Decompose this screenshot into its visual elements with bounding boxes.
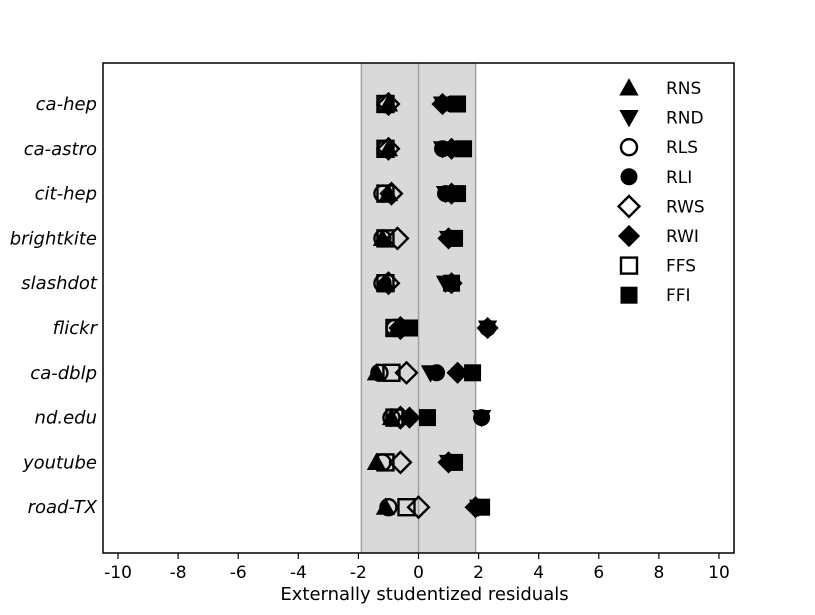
legend-marker-rws [616,194,642,219]
data-point-ffs [382,363,401,382]
data-point-rws [376,91,401,117]
legend-marker-rls [619,137,639,157]
data-point-rws [379,181,404,206]
legend-marker-rnd [619,110,639,128]
category-label: nd.edu [35,408,97,429]
data-point-ffs [385,408,404,427]
data-point-rls [370,363,389,382]
data-point-rws [376,136,401,161]
data-point-rli [428,364,446,382]
data-point-ffi [464,364,482,382]
data-point-rls [379,498,398,517]
legend-label: RWS [666,197,705,217]
category-label: cit-hep [35,184,97,205]
x-tick-label: -4 [290,563,307,583]
data-point-rws [406,495,431,520]
category-label: youtube [22,452,97,473]
x-axis-title: Externally studentized residuals [280,584,568,605]
data-point-ffi [449,95,467,113]
legend-marker-rli [620,168,638,186]
legend-label: RLS [666,138,698,158]
legend: RNS RND RLS RLI RWS RWI FFS FFI [616,78,705,306]
data-point-ffi [400,319,418,337]
x-tick-label: 0 [413,563,424,583]
data-point-rws [385,226,410,251]
category-label: slashdot [21,273,98,294]
data-point-ffs [376,274,395,293]
legend-label: FFI [666,286,691,306]
data-point-ffs [376,94,395,114]
data-point-ffi [449,185,467,203]
data-point-ffi [419,409,437,427]
x-tick-label: 10 [708,563,730,583]
data-point-ffi [455,140,473,158]
legend-marker-rns [619,78,639,96]
legend-label: RLI [666,168,692,188]
data-point-ffs [397,498,416,517]
legend-marker-ffs [619,256,639,275]
data-point-rwi [476,316,499,340]
data-point-rws [376,271,401,296]
data-point-ffi [446,453,464,471]
x-tick-label: -6 [230,563,247,583]
x-tick-label: 8 [653,563,664,583]
data-point-ffi [473,498,491,516]
data-point-ffs [376,229,395,248]
data-point-ffi [443,274,461,292]
category-label: ca-astro [24,139,97,160]
category-label: brightkite [10,228,97,249]
legend-marker-ffi [620,286,638,304]
x-tick-label: -8 [170,563,187,583]
category-label: flickr [53,318,99,339]
category-label: ca-dblp [30,363,97,384]
legend-label: RNS [666,79,701,99]
data-point-ffs [376,139,395,159]
x-tick-label: 2 [473,563,484,583]
legend-label: RND [666,109,704,129]
x-tick-label: 4 [533,563,544,583]
category-label: road-TX [28,497,98,518]
data-point-ffi [446,229,464,247]
category-label: ca-hep [36,94,97,115]
legend-label: FFS [666,257,696,277]
x-tick-label: 6 [593,563,604,583]
x-tick-label: -2 [350,563,367,583]
data-point-ffs [376,453,395,472]
data-point-ffs [376,184,395,203]
data-point-rli [473,409,491,427]
legend-marker-rwi [617,224,641,248]
legend-label: RWI [666,227,699,247]
x-tick-label: -10 [104,563,132,583]
